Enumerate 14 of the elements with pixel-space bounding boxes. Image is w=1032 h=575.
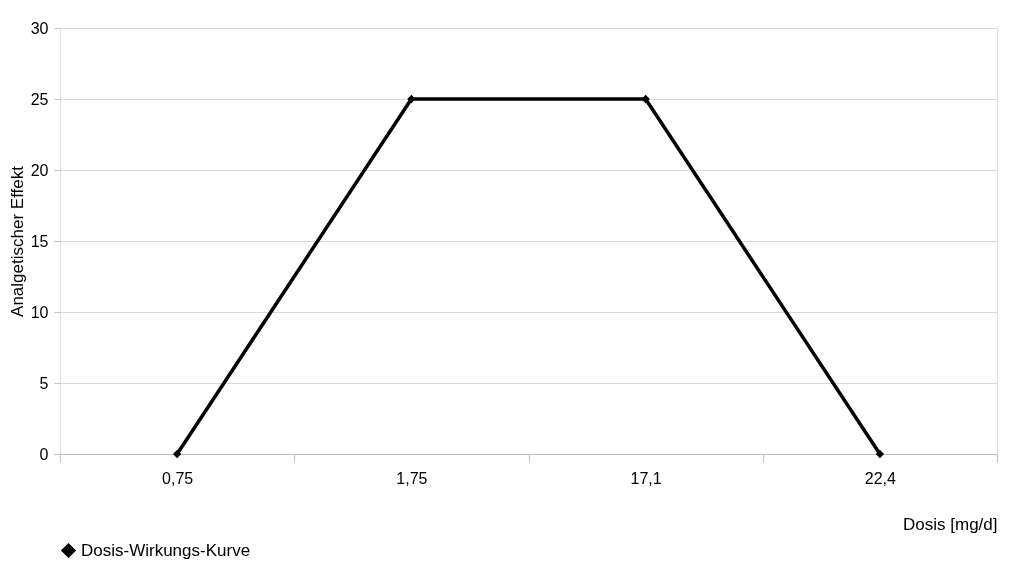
y-tick-label: 0 [39,445,49,463]
y-axis-title: Analgetischer Effekt [7,165,27,317]
x-tick-label: 0,75 [162,469,194,487]
y-tick-label: 10 [30,303,49,321]
x-axis-title: Dosis [mg/d] [903,514,998,534]
y-tick-label: 20 [30,161,49,179]
y-tick-label: 30 [30,19,49,37]
x-tick-label: 1,75 [396,469,428,487]
x-tick-label: 17,1 [630,469,662,487]
legend-label: Dosis-Wirkungs-Kurve [81,540,251,560]
y-tick-label: 5 [39,374,49,392]
x-tick-label: 22,4 [864,469,897,487]
y-tick-label: 15 [30,232,49,250]
y-tick-label: 25 [30,90,49,108]
